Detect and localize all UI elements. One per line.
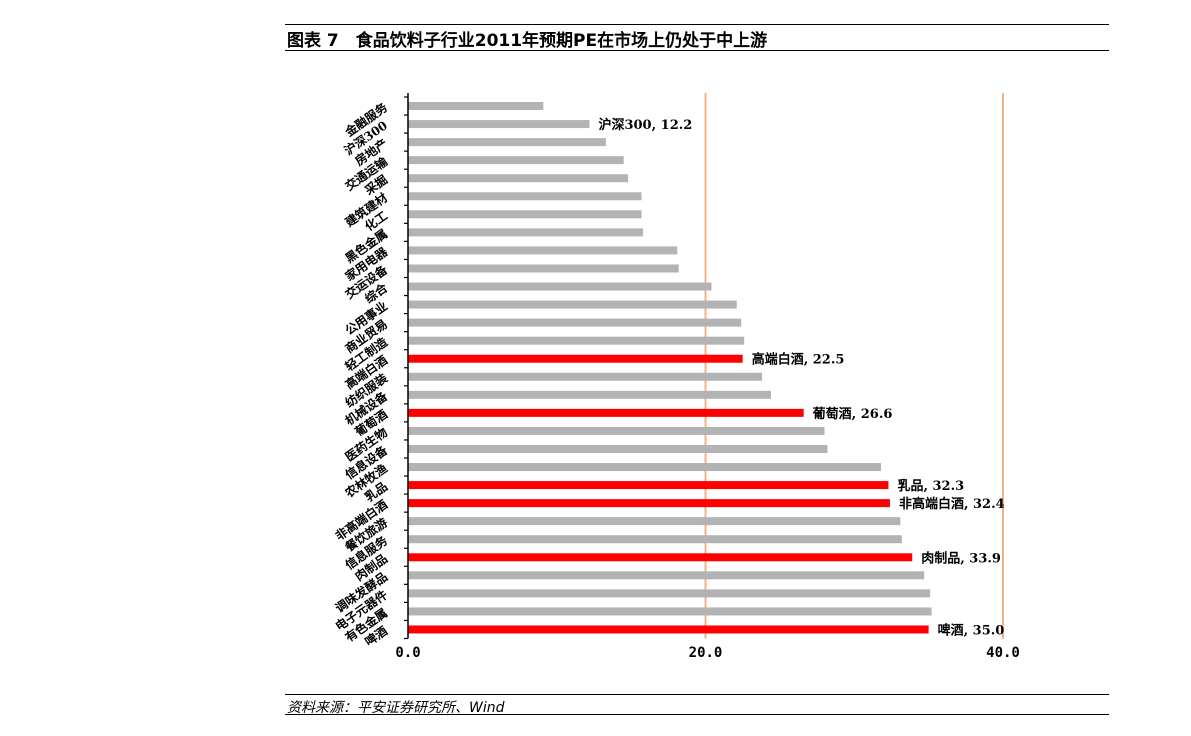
data-label-7: 啤酒, 35.0: [938, 622, 1005, 638]
bar-6: [408, 192, 642, 201]
figure-title: 图表 7 食品饮料子行业2011年预期PE在市场上仍处于中上游: [287, 31, 768, 51]
bar-18: [408, 408, 804, 417]
bar-8: [408, 228, 644, 237]
bar-19: [408, 426, 825, 435]
data-label-3: 葡萄酒, 26.6: [812, 406, 893, 422]
bar-22: [408, 481, 889, 490]
bar-23: [408, 499, 890, 508]
title-top-rule: [285, 24, 1109, 25]
bar-9: [408, 246, 678, 255]
bar-2: [408, 120, 590, 129]
data-label-5: 非高端白酒, 32.4: [899, 496, 1005, 512]
bar-13: [408, 318, 742, 327]
source-bottom-rule: [285, 714, 1109, 715]
x-tick-label-2: 40.0: [986, 645, 1020, 661]
bar-11: [408, 282, 712, 291]
x-tick-label-1: 20.0: [689, 645, 723, 661]
source-top-rule: [285, 694, 1109, 695]
bar-10: [408, 264, 679, 273]
bar-5: [408, 174, 629, 183]
bar-30: [408, 625, 929, 634]
data-label-1: 沪深300, 12.2: [598, 117, 692, 133]
bar-21: [408, 463, 882, 472]
bar-14: [408, 336, 745, 345]
bar-25: [408, 535, 902, 544]
data-label-6: 肉制品, 33.9: [921, 550, 1001, 566]
bar-7: [408, 210, 642, 219]
bar-15: [408, 354, 743, 363]
x-tick-label-0: 0.0: [395, 645, 420, 661]
bar-27: [408, 571, 925, 580]
bar-12: [408, 300, 737, 309]
data-label-4: 乳品, 32.3: [897, 478, 964, 494]
bar-24: [408, 517, 901, 526]
bar-26: [408, 553, 913, 562]
bar-20: [408, 444, 828, 453]
data-label-2: 高端白酒, 22.5: [752, 352, 845, 368]
bar-16: [408, 372, 763, 381]
bar-17: [408, 390, 771, 399]
bar-1: [408, 102, 544, 111]
title-bottom-rule: [285, 50, 1109, 51]
bar-28: [408, 589, 931, 598]
bar-3: [408, 138, 606, 147]
source-note: 资料来源：平安证券研究所、Wind: [287, 700, 505, 716]
bar-4: [408, 156, 624, 165]
bar-29: [408, 607, 932, 616]
